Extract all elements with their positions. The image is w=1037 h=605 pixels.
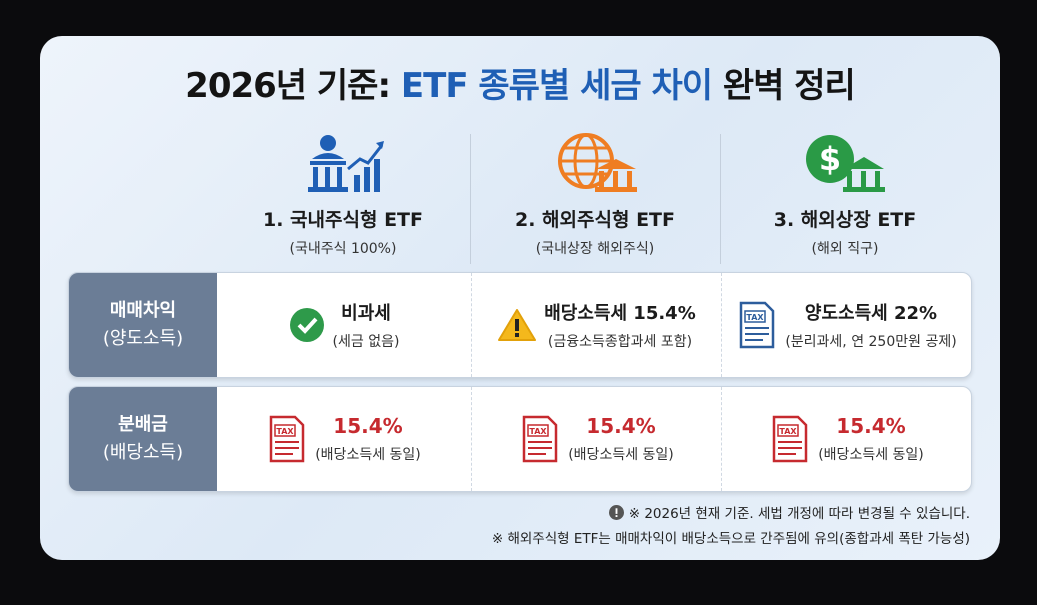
note-text: ※ 2026년 현재 기준. 세법 개정에 따라 변경될 수 있습니다. <box>628 506 970 522</box>
column-title: 3. 해외상장 ETF <box>773 209 917 231</box>
note: ※ 2026년 현재 기준. 세법 개정에 따라 변경될 수 있습니다. <box>609 502 970 522</box>
cell-main: 15.4% <box>333 414 403 438</box>
table-cell: 비과세 (세금 없음) <box>217 273 471 377</box>
cell-sub: (세금 없음) <box>332 334 400 350</box>
row-label-line: 분배금 <box>118 414 168 435</box>
cell-sub: (배당소득세 동일) <box>568 447 674 463</box>
tax-icon-label: TAX <box>747 313 765 322</box>
row-label-line: (배당소득) <box>102 442 184 463</box>
icon <box>289 308 324 342</box>
row-label: 분배금 (배당소득) <box>69 387 217 491</box>
table-cell: TAX 15.4% (배당소득세 동일) <box>217 387 471 491</box>
title: 2026년 기준: ETF 종류별 세금 차이 완벽 정리 <box>40 58 1000 107</box>
infographic-card: 2026년 기준: ETF 종류별 세금 차이 완벽 정리 ※ 2026년 현재… <box>40 36 1000 560</box>
table-row: 매매차익 (양도소득) 비과세 (세금 없음) 배당소득세 15.4% (금융소득종합과세… <box>68 272 972 378</box>
cell-main: 비과세 <box>341 303 391 324</box>
note: ※ 해외주식형 ETF는 매매차익이 배당소득으로 간주됨에 유의(종합과세 폭… <box>491 531 970 547</box>
cell-main: 양도소득세 22% <box>804 303 938 324</box>
icon <box>609 505 625 520</box>
column-header: 1. 국내주식형 ETF (국내주식 100%) <box>216 131 470 258</box>
cell-sub: (분리과세, 연 250만원 공제) <box>785 334 957 350</box>
table-cell: TAX 15.4% (배당소득세 동일) <box>471 387 722 491</box>
table-cell: TAX 15.4% (배당소득세 동일) <box>721 387 971 491</box>
row-label-line: (양도소득) <box>102 328 184 349</box>
icon: $ <box>806 135 885 192</box>
icon: TAX <box>522 415 558 463</box>
divider <box>470 134 471 264</box>
table-cell: TAX 양도소득세 22% (분리과세, 연 250만원 공제) <box>721 273 971 377</box>
cell-text: 배당소득세 15.4% (금융소득종합과세 포함) <box>544 299 696 351</box>
cell-sub: (배당소득세 동일) <box>818 447 924 463</box>
icon <box>558 133 637 192</box>
title-highlight: ETF 종류별 세금 차이 <box>400 66 713 106</box>
icon: TAX <box>740 301 775 349</box>
tax-icon-label: TAX <box>780 427 798 436</box>
cell-sub: (금융소득종합과세 포함) <box>547 334 693 350</box>
column-subtitle: (해외 직구) <box>811 241 879 257</box>
cell-text: 15.4% (배당소득세 동일) <box>568 414 674 464</box>
column-subtitle: (국내주식 100%) <box>289 241 397 257</box>
cell-main: 15.4% <box>586 414 656 438</box>
icon <box>498 309 537 341</box>
column-header: 2. 해외주식형 ETF (국내상장 해외주식) <box>470 131 720 258</box>
icon <box>308 135 384 192</box>
tax-icon-label: TAX <box>530 427 548 436</box>
column-header: $3. 해외상장 ETF (해외 직구) <box>720 131 970 258</box>
row-label-line: 매매차익 <box>109 300 177 321</box>
cell-main: 배당소득세 15.4% <box>544 303 696 324</box>
svg-text:$: $ <box>819 140 841 178</box>
cell-text: 15.4% (배당소득세 동일) <box>818 414 924 464</box>
divider <box>720 134 721 264</box>
table-cell: 배당소득세 15.4% (금융소득종합과세 포함) <box>471 273 722 377</box>
icon: TAX <box>772 415 808 463</box>
title-suffix: 완벽 정리 <box>712 66 856 106</box>
column-subtitle: (국내상장 해외주식) <box>535 241 655 257</box>
row-label: 매매차익 (양도소득) <box>69 273 217 377</box>
tax-icon-label: TAX <box>277 427 295 436</box>
cell-main: 15.4% <box>836 414 906 438</box>
cell-text: 비과세 (세금 없음) <box>333 299 400 351</box>
column-title: 2. 해외주식형 ETF <box>515 209 675 231</box>
column-title: 1. 국내주식형 ETF <box>263 209 423 231</box>
icon: TAX <box>269 415 305 463</box>
title-prefix: 2026년 기준: <box>185 66 401 106</box>
cell-text: 15.4% (배당소득세 동일) <box>315 414 421 464</box>
table-row: 분배금 (배당소득) TAX 15.4% (배당소득세 동일) TAX 15.4% (배당소득… <box>68 386 972 492</box>
cell-sub: (배당소득세 동일) <box>315 447 421 463</box>
cell-text: 양도소득세 22% (분리과세, 연 250만원 공제) <box>785 299 956 351</box>
